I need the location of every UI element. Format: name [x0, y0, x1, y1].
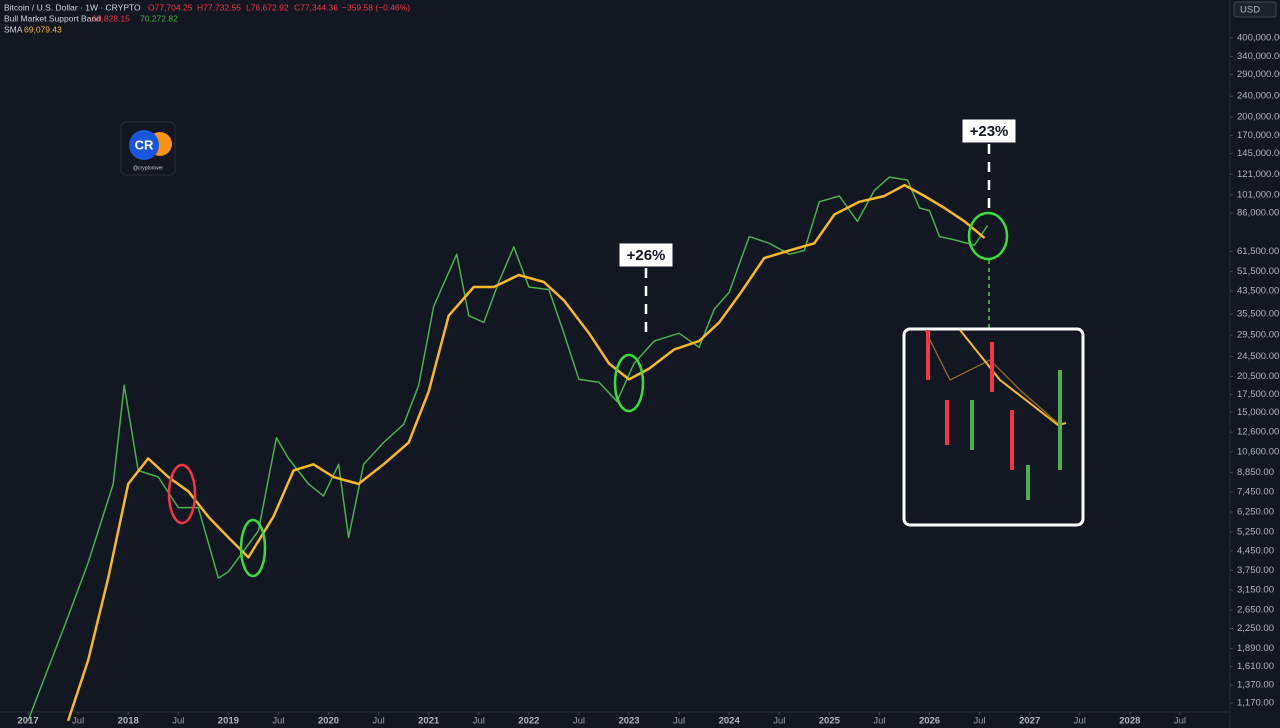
y-tick-label: 3,750.00	[1237, 565, 1274, 576]
inset-candle	[945, 400, 949, 445]
y-tick-label: 1,370.00	[1237, 680, 1274, 691]
x-tick-label: 2019	[218, 716, 239, 727]
y-tick-label: 7,450.00	[1237, 487, 1274, 498]
x-tick-label: Jul	[974, 716, 986, 727]
x-tick-label: Jul	[1074, 716, 1086, 727]
annotation: +26%	[627, 247, 666, 264]
x-tick-label: 2021	[418, 716, 440, 727]
highlight-ellipse	[239, 518, 267, 578]
y-tick-label: 43,500.00	[1237, 285, 1279, 296]
annotation: +23%	[970, 123, 1009, 140]
y-tick-label: 51,500.00	[1237, 266, 1279, 277]
y-tick-label: 101,000.00	[1237, 189, 1280, 200]
y-tick-label: 24,500.00	[1237, 351, 1279, 362]
sma-line	[66, 183, 986, 722]
symbol-title: Bitcoin / U.S. Dollar · 1W · CRYPTO	[4, 2, 141, 12]
inset-candle	[990, 342, 994, 392]
ohlc-low: L76,672.92	[246, 2, 289, 12]
ohlc-change: −359.58 (−0.46%)	[342, 2, 410, 12]
x-tick-label: 2020	[318, 716, 339, 727]
highlight-ellipse	[613, 353, 645, 413]
y-tick-label: 340,000.00	[1237, 51, 1280, 62]
y-tick-label: 20,500.00	[1237, 371, 1279, 382]
y-tick-label: 15,000.00	[1237, 407, 1279, 418]
currency-label[interactable]: USD	[1240, 5, 1260, 16]
x-tick-label: 2025	[819, 716, 841, 727]
indicator-reading: 70,272.82	[140, 13, 178, 23]
y-tick-label: 1,610.00	[1237, 661, 1274, 672]
inset-candle	[1010, 410, 1014, 470]
inset-candle	[1026, 465, 1030, 500]
y-tick-label: 10,600.00	[1237, 446, 1279, 457]
inset-candle	[970, 400, 974, 450]
x-tick-label: Jul	[873, 716, 885, 727]
currency-button[interactable]	[1233, 1, 1277, 18]
x-tick-label: 2022	[518, 716, 539, 727]
y-tick-label: 200,000.00	[1237, 111, 1280, 122]
ohlc-open: O77,704.25	[148, 2, 193, 12]
y-tick-label: 5,250.00	[1237, 526, 1274, 537]
price-line	[27, 176, 989, 722]
x-tick-label: Jul	[673, 716, 685, 727]
indicator-reading: 69,828.15	[92, 13, 130, 23]
y-tick-label: 86,000.00	[1237, 208, 1279, 219]
y-tick-label: 35,500.00	[1237, 309, 1279, 320]
y-tick-label: 61,500.00	[1237, 246, 1279, 257]
x-tick-label: 2018	[118, 716, 139, 727]
y-tick-label: 240,000.00	[1237, 91, 1280, 102]
highlight-ellipse	[167, 463, 197, 525]
inset-candle	[1058, 370, 1062, 470]
x-tick-label: 2026	[919, 716, 940, 727]
x-tick-label: 2017	[17, 716, 38, 727]
y-tick-label: 4,450.00	[1237, 545, 1274, 556]
y-tick-label: 17,500.00	[1237, 389, 1279, 400]
x-tick-label: Jul	[1174, 716, 1186, 727]
inset-candle	[926, 330, 930, 380]
y-tick-label: 1,170.00	[1237, 698, 1274, 709]
ohlc-close: C77,344.36	[294, 2, 338, 12]
x-tick-label: 2027	[1019, 716, 1040, 727]
y-tick-label: 290,000.00	[1237, 69, 1280, 80]
logo-circle	[129, 130, 159, 160]
logo-mark: CR	[135, 137, 154, 152]
x-tick-label: Jul	[272, 716, 284, 727]
x-tick-label: 2024	[719, 716, 741, 727]
x-tick-label: Jul	[172, 716, 184, 727]
y-tick-label: 145,000.00	[1237, 148, 1280, 159]
x-tick-label: 2023	[618, 716, 639, 727]
annotation-box	[961, 118, 1017, 144]
y-tick-label: 400,000.00	[1237, 32, 1280, 43]
plot	[27, 176, 989, 722]
ohlc-high: H77,732.55	[197, 2, 241, 12]
y-tick-label: 8,850.00	[1237, 467, 1274, 478]
y-tick-label: 121,000.00	[1237, 169, 1280, 180]
x-tick-label: Jul	[473, 716, 485, 727]
x-tick-label: Jul	[773, 716, 785, 727]
y-tick-label: 2,650.00	[1237, 604, 1274, 615]
y-tick-label: 1,890.00	[1237, 643, 1274, 654]
watermark: @cryptorover	[133, 165, 163, 171]
highlight-ellipse	[967, 211, 1009, 261]
x-tick-label: 2028	[1119, 716, 1140, 727]
indicator-name: Bull Market Support Band	[4, 13, 101, 23]
x-tick-label: Jul	[373, 716, 385, 727]
indicator-reading: 69,079.43	[24, 24, 62, 34]
y-tick-label: 170,000.00	[1237, 130, 1280, 141]
x-tick-label: Jul	[72, 716, 84, 727]
y-tick-label: 12,600.00	[1237, 427, 1279, 438]
y-tick-label: 6,250.00	[1237, 507, 1274, 518]
indicator-name: SMA	[4, 24, 23, 34]
y-tick-label: 29,500.00	[1237, 330, 1279, 341]
x-tick-label: Jul	[573, 716, 585, 727]
y-tick-label: 3,150.00	[1237, 585, 1274, 596]
y-tick-label: 2,250.00	[1237, 623, 1274, 634]
annotation-box	[618, 242, 674, 268]
